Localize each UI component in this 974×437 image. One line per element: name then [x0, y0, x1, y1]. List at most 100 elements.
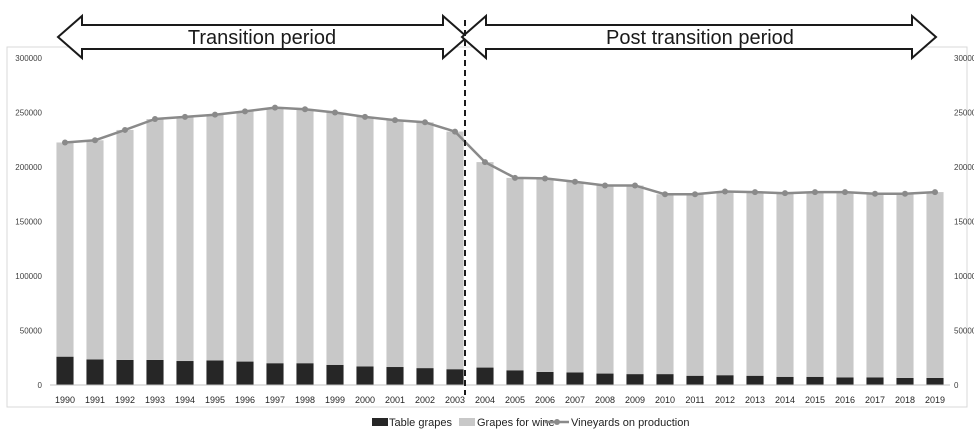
- bar-grapes-for-wine: [686, 194, 704, 376]
- bar-table-grapes: [716, 375, 734, 385]
- bar-table-grapes: [446, 369, 464, 385]
- y-tick-label-left: 250000: [15, 109, 42, 118]
- bar-grapes-for-wine: [56, 142, 74, 357]
- y-tick-label-right: 100000: [954, 272, 974, 281]
- bar-table-grapes: [896, 377, 914, 385]
- point-vineyards-on-production: [542, 175, 548, 182]
- point-vineyards-on-production: [932, 189, 938, 196]
- legend-label-grapes-for-wine: Grapes for wine: [477, 417, 555, 429]
- bar-table-grapes: [476, 367, 494, 385]
- bar-table-grapes: [686, 375, 704, 385]
- bar-grapes-for-wine: [446, 131, 464, 370]
- bar-table-grapes: [926, 377, 944, 385]
- x-tick-label: 1994: [175, 395, 195, 405]
- bar-series-group: [56, 107, 944, 385]
- bar-grapes-for-wine: [506, 177, 524, 371]
- bar-grapes-for-wine: [176, 116, 194, 362]
- x-tick-label: 2009: [625, 395, 645, 405]
- x-tick-label: 2012: [715, 395, 735, 405]
- x-tick-label: 2003: [445, 395, 465, 405]
- x-tick-label: 2011: [685, 395, 704, 405]
- x-tick-label: 1993: [145, 395, 165, 405]
- line-vineyards-on-production: [64, 106, 936, 196]
- x-tick-label: 2019: [925, 395, 945, 405]
- bar-grapes-for-wine: [806, 192, 824, 377]
- bar-table-grapes: [566, 372, 584, 385]
- x-tick-label: 2016: [835, 395, 855, 405]
- x-tick-label: 2002: [415, 395, 435, 405]
- bar-table-grapes: [806, 376, 824, 385]
- legend-label-vineyards: Vineyards on production: [571, 417, 689, 429]
- y-tick-label-left: 200000: [15, 163, 42, 172]
- x-tick-label: 1997: [265, 395, 285, 405]
- point-vineyards-on-production: [332, 109, 338, 116]
- transition-period-label: Transition period: [188, 27, 336, 49]
- bar-grapes-for-wine: [776, 193, 794, 377]
- point-vineyards-on-production: [452, 128, 458, 135]
- point-vineyards-on-production: [812, 189, 818, 196]
- bar-grapes-for-wine: [206, 114, 224, 361]
- bar-table-grapes: [416, 368, 434, 385]
- point-vineyards-on-production: [512, 174, 518, 181]
- bar-grapes-for-wine: [716, 191, 734, 376]
- y-tick-label-left: 0: [38, 381, 43, 390]
- point-vineyards-on-production: [752, 189, 758, 196]
- bar-table-grapes: [296, 363, 314, 385]
- y-tick-label-right: 200000: [954, 163, 974, 172]
- point-vineyards-on-production: [572, 178, 578, 185]
- x-tick-label: 2010: [655, 395, 675, 405]
- legend-marker-vineyards: [554, 419, 560, 425]
- bar-grapes-for-wine: [536, 178, 554, 372]
- point-vineyards-on-production: [782, 190, 788, 197]
- bar-grapes-for-wine: [356, 116, 374, 367]
- x-tick-label: 1999: [325, 395, 345, 405]
- bar-grapes-for-wine: [896, 193, 914, 378]
- y-tick-label-left: 100000: [15, 272, 42, 281]
- x-tick-label: 2004: [475, 395, 495, 405]
- y-tick-label-right: 250000: [954, 109, 974, 118]
- y-axis-left: 0 50000 100000 150000 200000 250000 300000: [15, 54, 42, 390]
- point-vineyards-on-production: [842, 189, 848, 196]
- bar-table-grapes: [866, 377, 884, 385]
- legend-swatch-grapes-for-wine: [459, 418, 475, 426]
- x-tick-label: 2000: [355, 395, 375, 405]
- point-vineyards-on-production: [872, 190, 878, 197]
- x-axis-labels: 1990 1991 1992 1993 1994 1995 1996 1997 1998 1999…: [55, 395, 945, 405]
- bar-table-grapes: [116, 359, 134, 385]
- bar-table-grapes: [206, 360, 224, 385]
- post-transition-period-arrow: [460, 13, 938, 61]
- y-tick-label-left: 300000: [15, 54, 42, 63]
- point-vineyards-on-production: [122, 126, 128, 133]
- bar-table-grapes: [356, 366, 374, 385]
- bar-grapes-for-wine: [146, 119, 164, 360]
- point-vineyards-on-production: [662, 191, 668, 198]
- x-tick-label: 2018: [895, 395, 915, 405]
- x-tick-label: 1998: [295, 395, 315, 405]
- point-vineyards-on-production: [362, 113, 368, 120]
- bar-grapes-for-wine: [266, 107, 284, 364]
- bar-grapes-for-wine: [236, 111, 254, 362]
- bar-table-grapes: [656, 374, 674, 385]
- point-vineyards-on-production: [902, 190, 908, 197]
- legend: Table grapes Grapes for wine Vineyards o…: [372, 417, 689, 429]
- x-tick-label: 1995: [205, 395, 225, 405]
- line-series-group: [62, 104, 938, 198]
- point-vineyards-on-production: [392, 117, 398, 124]
- point-vineyards-on-production: [722, 188, 728, 195]
- point-vineyards-on-production: [692, 191, 698, 198]
- bar-grapes-for-wine: [476, 162, 494, 368]
- x-tick-label: 2014: [775, 395, 795, 405]
- y-tick-label-right: 0: [954, 381, 959, 390]
- bar-table-grapes: [146, 359, 164, 385]
- bar-grapes-for-wine: [836, 192, 854, 378]
- bar-table-grapes: [506, 370, 524, 385]
- bar-grapes-for-wine: [746, 192, 764, 376]
- point-vineyards-on-production: [62, 139, 68, 146]
- point-vineyards-on-production: [302, 106, 308, 113]
- bar-grapes-for-wine: [296, 109, 314, 364]
- point-vineyards-on-production: [422, 119, 428, 126]
- legend-label-table-grapes: Table grapes: [389, 417, 452, 429]
- x-tick-label: 2007: [565, 395, 585, 405]
- bar-table-grapes: [176, 361, 194, 385]
